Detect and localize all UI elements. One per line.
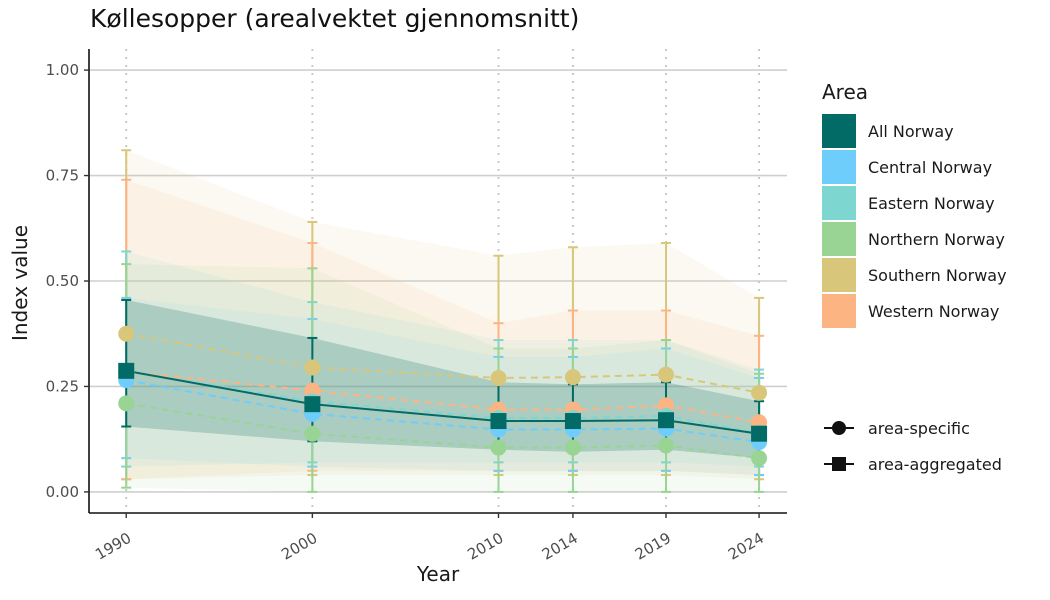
x-tick-label: 2024	[725, 529, 767, 564]
x-tick-label: 2014	[539, 529, 581, 564]
series-line	[126, 379, 760, 444]
legend-label: Western Norway	[868, 301, 1000, 321]
legend-swatch	[822, 186, 856, 220]
legend-item: Eastern Norway	[822, 185, 1007, 221]
legend-label: All Norway	[868, 121, 954, 141]
ci-ribbon	[126, 297, 760, 476]
circle-marker-icon	[822, 411, 856, 445]
legend-title: Area	[822, 80, 869, 104]
y-tick-label: 0.75	[46, 167, 79, 185]
shape-legend-label: area-specific	[868, 418, 970, 438]
legend-swatch	[822, 222, 856, 256]
data-point-circle	[304, 359, 321, 376]
data-point-circle	[564, 439, 581, 456]
y-tick-label: 0.50	[46, 272, 79, 290]
legend-label: Northern Norway	[868, 229, 1005, 249]
series-line	[126, 370, 760, 424]
legend-item: Southern Norway	[822, 257, 1007, 293]
shape-legend-item: area-aggregated	[822, 446, 1002, 482]
data-point-square	[658, 412, 675, 429]
x-tick-label: 2000	[278, 529, 320, 564]
x-tick-label: 2010	[464, 529, 506, 564]
series-line	[126, 369, 760, 435]
legend-label: Central Norway	[868, 157, 993, 177]
data-point-square	[490, 413, 507, 430]
data-point-circle	[658, 437, 675, 454]
x-tick-label: 2019	[632, 529, 674, 564]
legend-item: Western Norway	[822, 293, 1007, 329]
legend-item: Northern Norway	[822, 221, 1007, 257]
y-tick-label: 0.25	[46, 377, 79, 395]
ci-ribbon	[126, 251, 760, 467]
y-tick-label: 1.00	[46, 61, 79, 79]
shape-legend-label: area-aggregated	[868, 454, 1002, 474]
data-point-circle	[304, 425, 321, 442]
shape-legend-item: area-specific	[822, 410, 1002, 446]
legend-swatch	[822, 114, 856, 148]
legend-swatch	[822, 150, 856, 184]
legend-item: Central Norway	[822, 149, 1007, 185]
y-axis-label: Index value	[8, 224, 32, 342]
data-point-circle	[751, 384, 768, 401]
ci-ribbon	[126, 179, 760, 480]
data-point-circle	[118, 395, 135, 412]
legend-swatch	[822, 294, 856, 328]
legend-swatch	[822, 258, 856, 292]
square-marker-icon	[822, 447, 856, 481]
legend-area: Area All Norway Central Norway Eastern N…	[822, 80, 1007, 329]
data-point-circle	[118, 325, 135, 342]
legend-item: All Norway	[822, 113, 1007, 149]
series-line	[126, 402, 760, 460]
x-axis-label: Year	[416, 562, 460, 586]
legend-shape: area-specific area-aggregated	[822, 410, 1002, 482]
data-point-square	[118, 362, 135, 379]
ci-ribbon	[126, 264, 760, 492]
series-line	[126, 370, 760, 434]
x-tick-label: 1990	[92, 529, 134, 564]
data-point-circle	[751, 450, 768, 467]
data-point-circle	[490, 370, 507, 387]
data-point-square	[564, 413, 581, 430]
data-point-square	[304, 396, 321, 413]
series-line	[126, 332, 760, 394]
data-point-circle	[658, 366, 675, 383]
ci-ribbon	[126, 299, 760, 459]
data-point-circle	[564, 369, 581, 386]
data-point-circle	[490, 439, 507, 456]
legend-label: Southern Norway	[868, 265, 1007, 285]
chart-title: Køllesopper (arealvektet gjennomsnitt)	[90, 4, 580, 33]
y-tick-label: 0.00	[46, 483, 79, 501]
legend-label: Eastern Norway	[868, 193, 995, 213]
data-point-square	[751, 425, 768, 442]
